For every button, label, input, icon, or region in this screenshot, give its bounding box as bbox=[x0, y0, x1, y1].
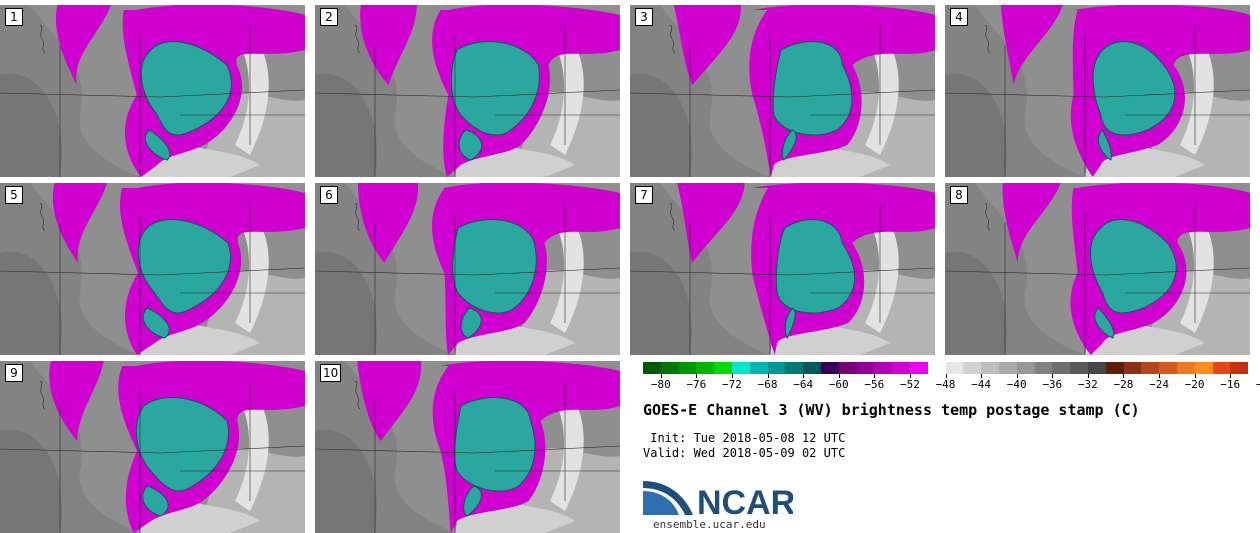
colorbar-segment bbox=[927, 362, 946, 374]
panel-number: 2 bbox=[320, 8, 338, 26]
map-panel-4: 4 bbox=[945, 5, 1250, 177]
colorbar-tick-label: −56 bbox=[864, 378, 885, 391]
colorbar-tick-label: −52 bbox=[899, 378, 920, 391]
colorbar-segment bbox=[714, 362, 732, 374]
map-panel-5: 5 bbox=[0, 183, 305, 355]
colorbar-segment bbox=[1052, 362, 1071, 374]
colorbar-tick-labels: −80 −76 −72 −68 −64 −60 −56 −52 −48 −44 −40 −36 −32 −… bbox=[643, 378, 1260, 392]
colorbar-tick-label: −44 bbox=[971, 378, 992, 391]
colorbar-segment bbox=[731, 362, 750, 374]
panel-number: 4 bbox=[950, 8, 968, 26]
valid-time: Valid: Wed 2018-05-09 02 UTC bbox=[643, 446, 846, 460]
colorbar-segment bbox=[874, 362, 893, 374]
colorbar-segment bbox=[660, 362, 679, 374]
colorbar-tickmark bbox=[1016, 374, 1018, 378]
colorbar-tick-label: −16 bbox=[1220, 378, 1241, 391]
init-time: Init: Tue 2018-05-08 12 UTC bbox=[643, 431, 846, 445]
panel-number: 6 bbox=[320, 186, 338, 204]
colorbar-tick-label: −80 bbox=[650, 378, 671, 391]
panel-number: 1 bbox=[5, 8, 23, 26]
colorbar-tickmark bbox=[660, 374, 662, 378]
map-panel-6: 6 bbox=[315, 183, 620, 355]
colorbar-tick-label: −60 bbox=[828, 378, 849, 391]
colorbar-segment bbox=[892, 362, 910, 374]
colorbar-segment bbox=[643, 362, 661, 374]
colorbar-tickmark bbox=[945, 374, 947, 378]
colorbar-tickmark bbox=[696, 374, 698, 378]
map-panel-1: 1 bbox=[0, 5, 305, 177]
map-panel-9: 9 bbox=[0, 361, 305, 533]
colorbar-segment bbox=[1123, 362, 1142, 374]
colorbar-segment bbox=[1034, 362, 1053, 374]
colorbar-segment bbox=[767, 362, 786, 374]
map-panel-7: 7 bbox=[630, 183, 935, 355]
colorbar-tickmark bbox=[1230, 374, 1232, 378]
colorbar-tick-label: −76 bbox=[686, 378, 707, 391]
colorbar-segment bbox=[1159, 362, 1177, 374]
logo-text: NCAR bbox=[697, 484, 793, 519]
figure-title: GOES-E Channel 3 (WV) brightness temp po… bbox=[643, 401, 1140, 419]
colorbar-tickmark bbox=[1052, 374, 1054, 378]
colorbar bbox=[643, 362, 1249, 374]
colorbar-tick-label: −20 bbox=[1184, 378, 1205, 391]
colorbar-segment bbox=[1230, 362, 1249, 374]
colorbar-segment bbox=[696, 362, 715, 374]
colorbar-segment bbox=[820, 362, 839, 374]
colorbar-tick-label: −40 bbox=[1006, 378, 1027, 391]
colorbar-segment bbox=[678, 362, 697, 374]
colorbar-tickmark bbox=[981, 374, 983, 378]
colorbar-tickmark bbox=[731, 374, 733, 378]
colorbar-segment bbox=[1016, 362, 1035, 374]
colorbar-tickmark bbox=[803, 374, 805, 378]
colorbar-tickmark bbox=[838, 374, 840, 378]
colorbar-segment bbox=[1070, 362, 1088, 374]
colorbar-segment bbox=[1176, 362, 1195, 374]
colorbar-segment bbox=[1141, 362, 1160, 374]
colorbar-tick-label: −68 bbox=[757, 378, 778, 391]
panel-number: 10 bbox=[320, 364, 342, 382]
map-panel-10: 10 bbox=[315, 361, 620, 533]
map-panel-3: 3 bbox=[630, 5, 935, 177]
map-panel-2: 2 bbox=[315, 5, 620, 177]
colorbar-segment bbox=[1194, 362, 1213, 374]
colorbar-segment bbox=[1212, 362, 1231, 374]
colorbar-tickmarks bbox=[643, 374, 1248, 378]
colorbar-tick-label: −64 bbox=[793, 378, 814, 391]
colorbar-tick-label: −36 bbox=[1042, 378, 1063, 391]
panel-number: 5 bbox=[5, 186, 23, 204]
colorbar-segment bbox=[785, 362, 804, 374]
colorbar-segment bbox=[838, 362, 857, 374]
colorbar-segment bbox=[749, 362, 768, 374]
colorbar-tickmark bbox=[1159, 374, 1161, 378]
colorbar-tickmark bbox=[909, 374, 911, 378]
colorbar-tick-label: −72 bbox=[722, 378, 742, 391]
colorbar-tickmark bbox=[767, 374, 769, 378]
colorbar-segment bbox=[963, 362, 982, 374]
colorbar-tick-label: −12 bbox=[1255, 378, 1260, 391]
colorbar-tickmark bbox=[874, 374, 876, 378]
colorbar-tick-label: −48 bbox=[935, 378, 956, 391]
colorbar-tick-label: −32 bbox=[1077, 378, 1098, 391]
colorbar-tickmark bbox=[1123, 374, 1125, 378]
colorbar-tickmark bbox=[1087, 374, 1089, 378]
colorbar-segment bbox=[1105, 362, 1124, 374]
colorbar-segment bbox=[998, 362, 1017, 374]
colorbar-segment bbox=[1087, 362, 1106, 374]
colorbar-tickmark bbox=[1194, 374, 1196, 378]
ncar-logo: NCAR bbox=[643, 477, 795, 523]
colorbar-tick-label: −28 bbox=[1113, 378, 1134, 391]
map-panel-8: 8 bbox=[945, 183, 1250, 355]
colorbar-segment bbox=[856, 362, 875, 374]
colorbar-segment bbox=[945, 362, 964, 374]
colorbar-segment bbox=[909, 362, 928, 374]
panel-number: 9 bbox=[5, 364, 23, 382]
logo-url: ensemble.ucar.edu bbox=[653, 518, 766, 531]
colorbar-segment bbox=[803, 362, 821, 374]
colorbar-tick-label: −24 bbox=[1149, 378, 1169, 391]
panel-number: 3 bbox=[635, 8, 653, 26]
panel-number: 7 bbox=[635, 186, 653, 204]
panel-number: 8 bbox=[950, 186, 968, 204]
colorbar-segment bbox=[981, 362, 999, 374]
